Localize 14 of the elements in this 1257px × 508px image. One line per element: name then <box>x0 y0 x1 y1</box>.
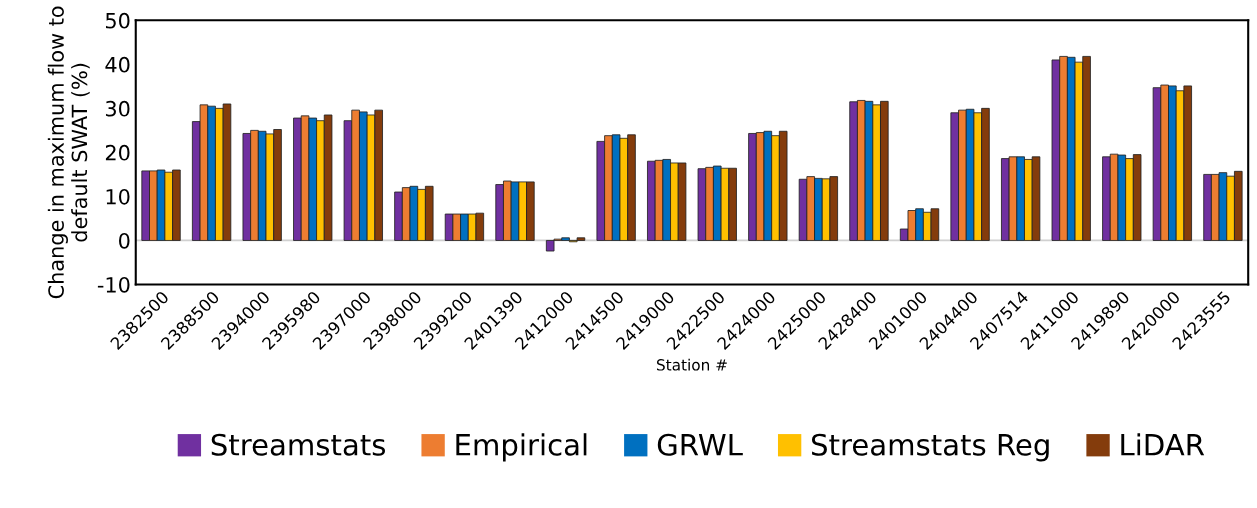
y-tick-label: 50 <box>105 12 130 29</box>
y-tick-label: 20 <box>105 144 130 161</box>
y-tick-label: 40 <box>105 56 130 73</box>
x-axis-title: Station # <box>657 358 727 371</box>
y-tick-label: 0 <box>119 232 130 249</box>
legend-label: GRWL <box>657 433 743 456</box>
legend-label: LiDAR <box>1121 433 1205 456</box>
y-axis-title: Change in maximum flow to default SWAT (%) <box>47 6 90 299</box>
y-tick-label: 30 <box>105 100 130 117</box>
legend-label: Empirical <box>456 433 587 462</box>
y-tick-label: 10 <box>106 188 130 205</box>
legend-label: Streamstats Reg <box>811 433 1049 462</box>
y-tick-label: -10 <box>97 276 130 293</box>
legend-label: Streamstats <box>211 433 386 456</box>
